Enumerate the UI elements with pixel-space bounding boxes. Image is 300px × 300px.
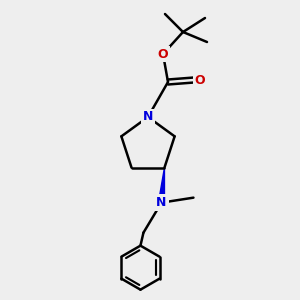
Text: N: N (156, 196, 167, 209)
Polygon shape (158, 168, 164, 203)
Text: O: O (158, 47, 168, 61)
Text: N: N (143, 110, 153, 124)
Text: O: O (195, 74, 205, 86)
